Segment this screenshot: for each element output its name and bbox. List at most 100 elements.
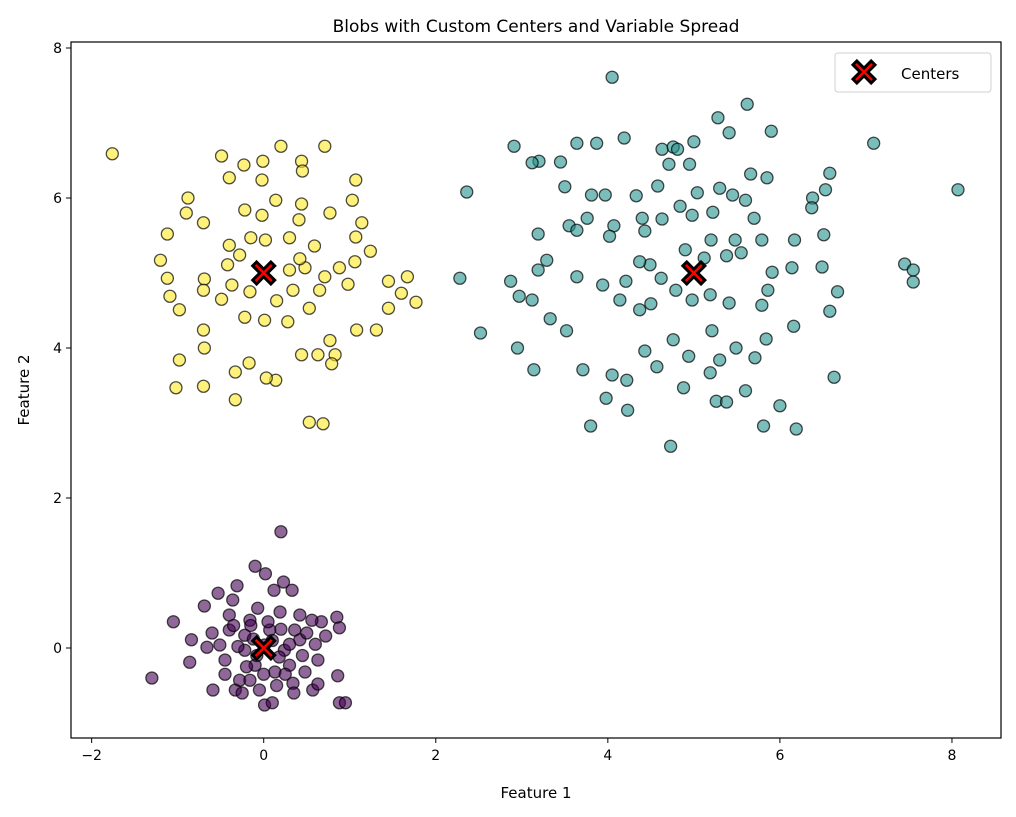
data-point-cluster-2 bbox=[282, 263, 297, 277]
data-point-cluster-2 bbox=[197, 272, 211, 286]
x-tick-label: 4 bbox=[603, 748, 612, 764]
data-point-cluster-1 bbox=[728, 233, 742, 247]
data-point-cluster-1 bbox=[570, 270, 584, 284]
data-point-cluster-2 bbox=[153, 253, 168, 267]
data-point-cluster-2 bbox=[349, 173, 363, 187]
data-point-cluster-2 bbox=[169, 381, 183, 395]
data-point-cluster-2 bbox=[196, 323, 211, 337]
data-point-cluster-0 bbox=[206, 683, 220, 697]
data-point-cluster-1 bbox=[703, 366, 717, 380]
data-point-cluster-1 bbox=[704, 233, 718, 247]
data-point-cluster-0 bbox=[145, 671, 159, 685]
data-point-cluster-2 bbox=[244, 231, 258, 245]
data-point-cluster-2 bbox=[196, 283, 211, 297]
data-point-cluster-1 bbox=[729, 341, 743, 355]
x-tick-label: 0 bbox=[259, 748, 268, 764]
data-point-cluster-1 bbox=[867, 136, 881, 150]
data-point-cluster-0 bbox=[226, 618, 241, 633]
data-point-cluster-1 bbox=[633, 303, 647, 317]
data-point-cluster-2 bbox=[197, 341, 211, 355]
data-point-cluster-1 bbox=[685, 293, 699, 307]
data-point-cluster-0 bbox=[272, 650, 286, 664]
data-point-cluster-0 bbox=[278, 667, 292, 681]
data-point-cluster-1 bbox=[906, 275, 920, 289]
data-point-cluster-1 bbox=[690, 186, 704, 200]
data-point-cluster-0 bbox=[184, 633, 199, 647]
data-point-cluster-0 bbox=[265, 696, 279, 710]
data-point-cluster-2 bbox=[255, 173, 269, 187]
data-point-cluster-1 bbox=[817, 228, 831, 242]
data-point-cluster-1 bbox=[666, 333, 680, 347]
chart-title: Blobs with Custom Centers and Variable S… bbox=[333, 17, 740, 37]
data-point-cluster-2 bbox=[323, 206, 337, 220]
center-x-marker bbox=[680, 259, 707, 287]
data-point-cluster-2 bbox=[225, 278, 239, 292]
data-point-cluster-1 bbox=[711, 111, 725, 125]
data-point-cluster-2 bbox=[160, 271, 175, 285]
data-point-cluster-2 bbox=[311, 348, 325, 362]
data-point-cluster-0 bbox=[305, 613, 319, 627]
data-point-cluster-1 bbox=[760, 171, 774, 185]
data-point-cluster-1 bbox=[906, 263, 920, 277]
data-point-cluster-1 bbox=[765, 265, 779, 279]
data-point-cluster-0 bbox=[231, 639, 245, 654]
data-point-cluster-1 bbox=[510, 341, 525, 355]
data-point-cluster-1 bbox=[951, 183, 965, 197]
x-tick-label: 2 bbox=[431, 748, 440, 764]
data-point-cluster-2 bbox=[323, 333, 337, 348]
data-point-cluster-2 bbox=[400, 270, 415, 284]
data-point-cluster-1 bbox=[755, 298, 769, 312]
data-point-cluster-1 bbox=[663, 439, 678, 453]
legend: Centers bbox=[834, 52, 992, 93]
data-point-cluster-1 bbox=[787, 233, 802, 247]
data-point-cluster-2 bbox=[302, 301, 316, 315]
data-point-cluster-0 bbox=[274, 622, 288, 636]
data-point-cluster-1 bbox=[682, 349, 696, 363]
data-point-cluster-0 bbox=[298, 665, 312, 679]
data-point-cluster-1 bbox=[747, 211, 761, 225]
data-point-cluster-0 bbox=[183, 655, 197, 669]
data-point-cluster-2 bbox=[307, 239, 322, 253]
data-point-cluster-2 bbox=[105, 147, 119, 161]
data-point-cluster-1 bbox=[617, 131, 631, 145]
y-tick-label: 2 bbox=[53, 491, 62, 507]
data-point-cluster-1 bbox=[827, 370, 841, 384]
data-point-cluster-2 bbox=[228, 393, 242, 407]
data-point-cluster-0 bbox=[239, 660, 254, 674]
data-point-cluster-2 bbox=[196, 216, 211, 230]
data-point-cluster-1 bbox=[725, 188, 740, 202]
data-point-cluster-1 bbox=[570, 223, 584, 237]
data-point-cluster-0 bbox=[257, 667, 271, 681]
data-point-cluster-1 bbox=[629, 189, 643, 203]
y-axis: 0 2 4 6 8 bbox=[53, 41, 71, 657]
data-point-cluster-2 bbox=[394, 286, 409, 300]
data-point-cluster-1 bbox=[570, 136, 584, 150]
data-point-cluster-1 bbox=[687, 135, 701, 149]
data-point-cluster-0 bbox=[331, 669, 345, 683]
data-point-cluster-0 bbox=[295, 648, 310, 663]
data-point-cluster-1 bbox=[682, 157, 697, 171]
data-point-cluster-1 bbox=[598, 188, 612, 202]
data-point-cluster-2 bbox=[274, 139, 288, 153]
data-point-cluster-2 bbox=[295, 164, 310, 178]
data-point-cluster-1 bbox=[830, 285, 845, 299]
data-point-cluster-0 bbox=[226, 593, 240, 607]
x-tick-label: 6 bbox=[775, 748, 784, 764]
data-point-cluster-2 bbox=[259, 371, 273, 385]
x-tick-label: 8 bbox=[948, 748, 957, 764]
data-point-cluster-0 bbox=[311, 677, 325, 691]
data-point-cluster-2 bbox=[214, 149, 229, 163]
data-point-cluster-2 bbox=[292, 213, 306, 227]
data-point-cluster-2 bbox=[293, 252, 307, 266]
data-point-cluster-1 bbox=[738, 384, 753, 398]
data-point-cluster-1 bbox=[743, 167, 758, 181]
x-tick-label: −2 bbox=[81, 748, 102, 764]
data-point-cluster-2 bbox=[316, 417, 330, 431]
data-point-cluster-1 bbox=[473, 326, 488, 340]
data-point-cluster-0 bbox=[197, 599, 211, 613]
data-point-cluster-2 bbox=[341, 277, 355, 291]
data-point-cluster-0 bbox=[287, 686, 301, 700]
data-point-cluster-1 bbox=[531, 263, 545, 277]
data-point-cluster-0 bbox=[308, 637, 322, 651]
